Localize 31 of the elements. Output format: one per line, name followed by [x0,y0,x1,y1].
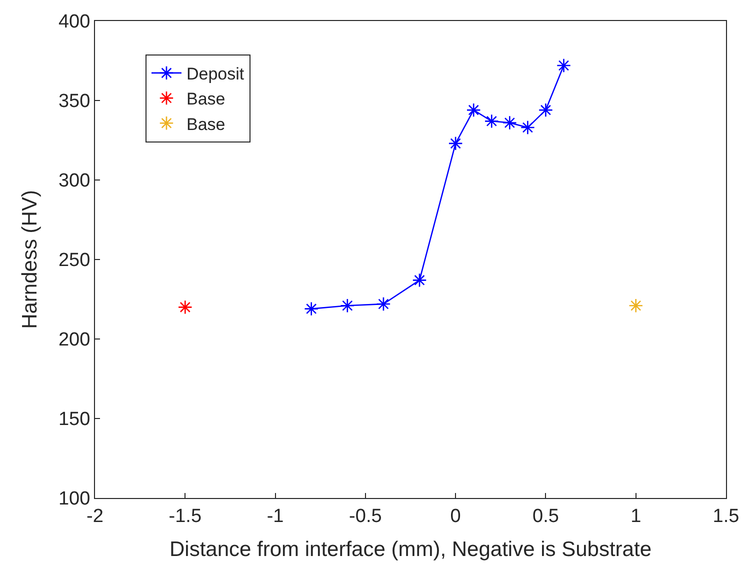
x-axis-title: Distance from interface (mm), Negative is Substrate [170,538,652,561]
legend-label: Base [186,90,226,109]
point [502,116,517,130]
point [304,302,319,316]
point [412,272,427,288]
point [376,296,391,312]
y-tick-label: 400 [58,12,90,33]
y-tick-label: 200 [58,330,90,351]
y-tick-label: 250 [58,250,90,272]
legend-label: Base [186,114,226,134]
point [628,298,644,313]
x-tick-label: 1.5 [712,506,740,527]
y-tick-label: 350 [58,91,90,112]
x-tick-label: 1 [630,506,642,527]
legend-label: Deposit [186,64,244,84]
x-tick-label: -0.5 [349,506,382,527]
x-tick-label: -1.5 [168,506,202,527]
x-tick-label: 0 [450,506,461,527]
point [340,298,355,313]
point [520,120,535,135]
point [178,300,192,314]
point [556,58,571,73]
y-tick-label: 300 [58,170,90,192]
x-tick-label: -1 [266,506,284,527]
x-tick-label: 0.5 [532,506,559,527]
point [538,102,553,118]
point [466,102,481,118]
y-tick-label: 150 [58,409,90,430]
y-axis-title: Harndess (HV) [18,190,42,329]
point [448,136,463,151]
point [484,114,499,128]
